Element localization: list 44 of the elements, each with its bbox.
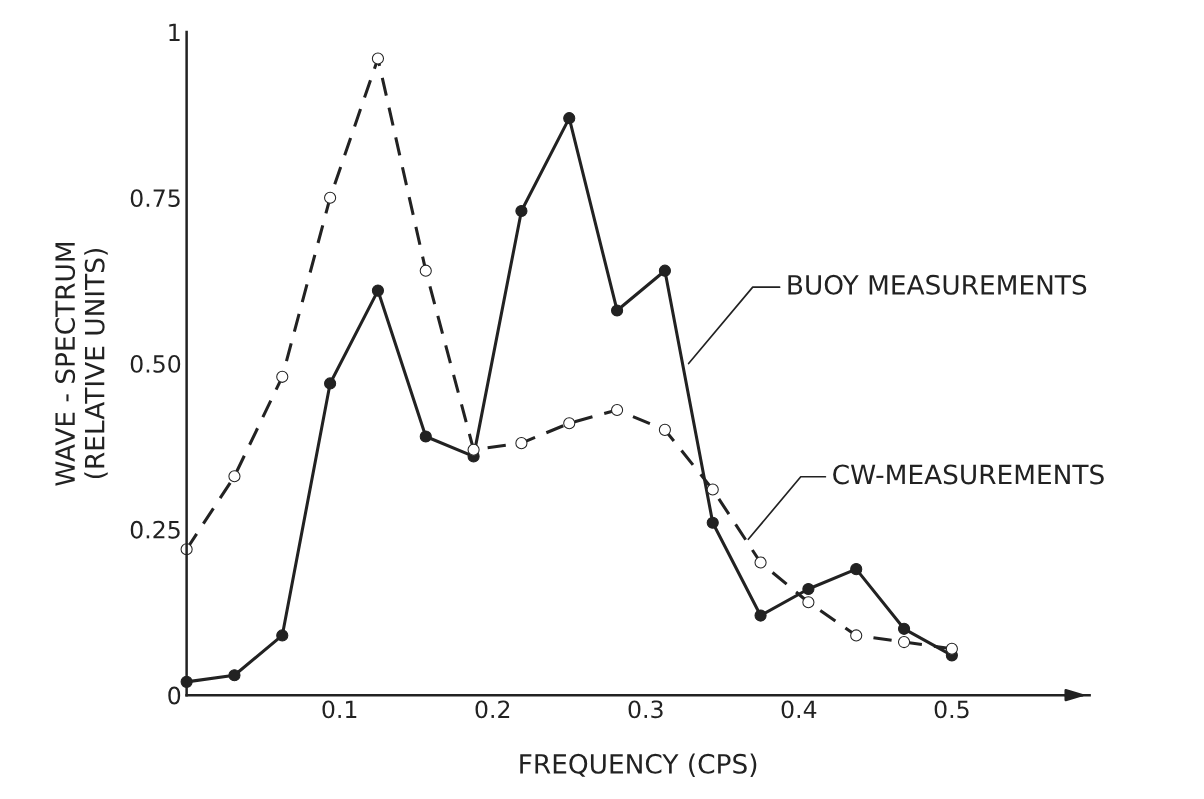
y-tick-label: 1 bbox=[169, 23, 180, 41]
point bbox=[228, 470, 241, 483]
point bbox=[515, 437, 528, 450]
y-tick-label: 0 bbox=[168, 686, 181, 705]
point bbox=[515, 204, 528, 218]
y-axis-title: WAVE - SPECTRUM (RELATIVE UNITS) bbox=[55, 242, 108, 486]
point bbox=[802, 596, 815, 609]
point bbox=[850, 563, 863, 576]
y-tick-label: 0.75 bbox=[130, 189, 180, 208]
x-tick-label: 0.4 bbox=[781, 700, 817, 719]
x-tick-label: 0.5 bbox=[934, 700, 969, 719]
point bbox=[324, 191, 337, 204]
point bbox=[563, 417, 576, 430]
x-tick-label: 0.2 bbox=[475, 700, 510, 719]
point bbox=[276, 629, 289, 642]
y-tick-label: 0.25 bbox=[130, 520, 180, 539]
x-tick-label: 0.1 bbox=[322, 700, 357, 719]
point bbox=[563, 112, 576, 125]
point bbox=[945, 642, 958, 655]
point bbox=[324, 377, 337, 390]
point bbox=[611, 304, 624, 317]
point bbox=[706, 516, 719, 529]
point bbox=[371, 284, 385, 297]
point bbox=[658, 264, 671, 277]
point bbox=[467, 443, 480, 456]
point bbox=[419, 430, 432, 443]
x-axis-title: FREQUENCY (CPS) bbox=[520, 753, 757, 777]
point bbox=[850, 629, 863, 642]
point bbox=[658, 423, 671, 436]
point bbox=[754, 556, 767, 569]
point bbox=[897, 636, 911, 649]
x-tick-label: 0.3 bbox=[628, 700, 663, 719]
point bbox=[897, 622, 911, 635]
point bbox=[228, 669, 241, 682]
annotation: CW-MEASUREMENTS bbox=[833, 464, 1104, 485]
point bbox=[754, 609, 767, 622]
point bbox=[706, 483, 719, 496]
point bbox=[419, 264, 432, 277]
point bbox=[802, 582, 815, 596]
point bbox=[371, 52, 385, 65]
point bbox=[611, 403, 624, 417]
y-tick-label: 0.50 bbox=[130, 354, 181, 373]
annotation: BUOY MEASUREMENTS bbox=[788, 274, 1087, 295]
point bbox=[276, 370, 289, 383]
